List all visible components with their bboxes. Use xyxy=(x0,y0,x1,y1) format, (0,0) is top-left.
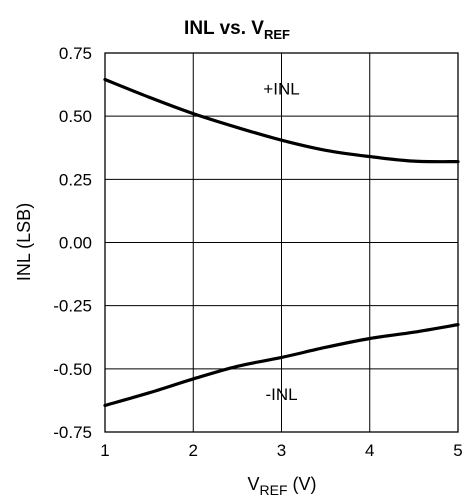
grid xyxy=(104,52,459,433)
series-line-plusminus-inl xyxy=(103,77,460,164)
y-tick-label: 0.25 xyxy=(59,170,92,189)
y-axis-label: INL (LSB) xyxy=(14,203,34,281)
y-tick-labels: 0.75 0.50 0.25 0.00 -0.25 -0.50 -0.75 xyxy=(53,44,92,442)
x-tick-label: 5 xyxy=(453,441,462,460)
x-axis-label: VREF (V) xyxy=(247,474,316,498)
series-annotation-label: -INL xyxy=(265,385,297,404)
annotations: +INL -INL xyxy=(263,79,299,404)
y-tick-label: -0.50 xyxy=(53,360,92,379)
y-tick-label: -0.25 xyxy=(53,297,92,316)
x-tick-labels: 1 2 3 4 5 xyxy=(100,441,462,460)
chart-title: INL vs. VREF xyxy=(184,18,290,42)
plot-frame xyxy=(104,52,459,433)
y-tick-label: 0.75 xyxy=(59,44,92,63)
x-tick-label: 4 xyxy=(365,441,374,460)
x-tick-label: 1 xyxy=(100,441,109,460)
series-lines xyxy=(103,77,460,408)
y-tick-label: 0.50 xyxy=(59,107,92,126)
x-tick-label: 3 xyxy=(277,441,286,460)
y-tick-label: 0.00 xyxy=(59,234,92,253)
series-line-minus-inl xyxy=(103,323,460,408)
series-annotation-label: +INL xyxy=(263,79,299,98)
x-tick-label: 2 xyxy=(189,441,198,460)
y-tick-label: -0.75 xyxy=(53,423,92,442)
